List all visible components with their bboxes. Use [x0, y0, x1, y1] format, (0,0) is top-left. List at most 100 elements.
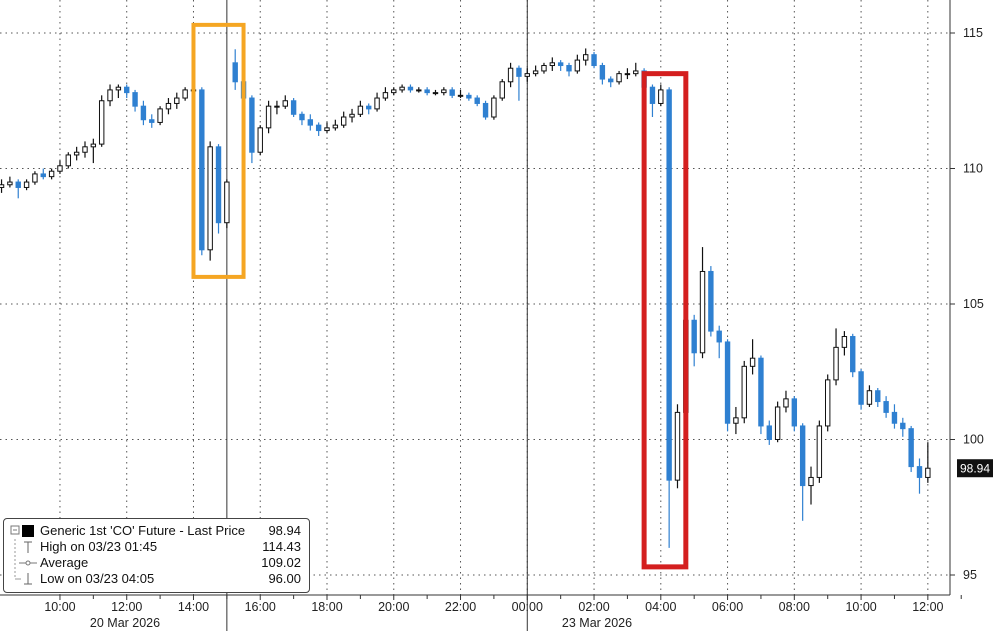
candle-up	[432, 92, 439, 95]
candle-up	[165, 102, 172, 110]
legend-low-label: Low on 03/23 04:05	[40, 571, 155, 586]
candle-up	[582, 54, 589, 61]
candle-down	[850, 336, 856, 373]
candle-up	[274, 105, 280, 108]
y-tick-label: 110	[963, 162, 983, 176]
legend-row-last-price: Generic 1st 'CO' Future - Last Price 98.…	[10, 523, 301, 539]
candle-up	[783, 398, 789, 408]
candle-down	[724, 341, 731, 424]
candle-down	[791, 398, 798, 427]
y-tick-label: 115	[963, 26, 983, 40]
candle-up	[107, 89, 113, 102]
candle-down	[883, 401, 889, 413]
candle-up	[391, 89, 397, 94]
candle-up	[257, 127, 263, 153]
x-tick-label: 16:00	[245, 600, 276, 614]
candle-down	[649, 86, 656, 104]
candle-up	[524, 73, 530, 77]
candle-down	[366, 105, 372, 110]
candle-up	[332, 124, 339, 129]
candle-up	[174, 97, 180, 104]
candle-down	[608, 78, 614, 83]
legend-average-label: Average	[40, 555, 89, 570]
candle-down	[691, 319, 697, 354]
candle-up	[90, 143, 97, 148]
x-date-label: 20 Mar 2026	[90, 616, 160, 630]
highlight-box	[641, 71, 689, 570]
candle-down	[215, 146, 222, 224]
candle-up	[340, 116, 347, 126]
candle-up	[349, 113, 355, 118]
candle-down	[407, 86, 414, 91]
candle-down	[916, 466, 923, 478]
x-tick-label: 08:00	[779, 600, 810, 614]
candle-down	[15, 181, 21, 188]
candle-down	[599, 65, 606, 80]
candle-down	[557, 62, 564, 67]
candle-up	[0, 184, 5, 188]
y-tick-label: 105	[963, 297, 984, 311]
candle-up	[808, 476, 814, 487]
candle-up	[441, 89, 447, 94]
candle-down	[758, 357, 764, 427]
last-price-value: 98.94	[960, 462, 990, 476]
candle-down	[149, 119, 155, 123]
candle-down	[424, 89, 430, 94]
candle-up	[282, 100, 288, 107]
candle-down	[708, 270, 714, 332]
candle-up	[457, 94, 464, 97]
candle-up	[925, 467, 931, 478]
candle-down	[232, 62, 238, 83]
candle-up	[98, 100, 105, 145]
x-tick-label: 12:00	[912, 600, 943, 614]
candle-down	[900, 422, 906, 430]
candle-down	[315, 124, 322, 132]
x-tick-label: 10:00	[44, 600, 75, 614]
candle-down	[799, 425, 806, 487]
candle-down	[140, 105, 147, 121]
x-date-label: 23 Mar 2026	[562, 616, 632, 630]
legend-low-value: 96.00	[268, 571, 301, 586]
candle-up	[182, 89, 188, 99]
candle-up	[32, 173, 38, 183]
candle-down	[290, 100, 297, 115]
candle-down	[591, 54, 597, 67]
candle-up	[674, 411, 681, 481]
candle-up	[416, 89, 422, 92]
candle-down	[716, 330, 722, 343]
candle-up	[265, 105, 272, 129]
candle-up	[541, 65, 547, 72]
x-tick-label: 12:00	[111, 600, 142, 614]
candle-down	[474, 97, 480, 104]
candle-up	[616, 73, 622, 83]
candle-down	[132, 92, 138, 107]
x-tick-label: 10:00	[845, 600, 876, 614]
candle-down	[124, 86, 130, 94]
candle-up	[399, 86, 405, 91]
x-tick-label: 18:00	[311, 600, 342, 614]
candle-up	[73, 151, 80, 156]
low-marker-icon	[14, 571, 32, 585]
legend-row-high: High on 03/23 01:45 114.43	[10, 539, 301, 555]
candle-up	[841, 336, 848, 348]
candle-up	[382, 92, 389, 99]
series-square-icon	[10, 525, 34, 537]
candle-up	[7, 181, 13, 186]
candle-up	[507, 67, 514, 83]
candle-up	[825, 379, 831, 427]
x-tick-label: 06:00	[712, 600, 743, 614]
high-marker-icon	[14, 539, 32, 555]
candle-down	[858, 371, 864, 405]
candle-down	[666, 89, 672, 481]
candle-up	[499, 81, 505, 99]
candle-up	[633, 70, 639, 75]
x-tick-label: 14:00	[178, 600, 209, 614]
candle-up	[82, 146, 88, 153]
candle-up	[23, 181, 30, 188]
candle-down	[908, 428, 914, 468]
candle-down	[766, 425, 772, 441]
candle-down	[40, 173, 46, 178]
candle-up	[574, 59, 581, 72]
highlight-box	[191, 22, 246, 279]
